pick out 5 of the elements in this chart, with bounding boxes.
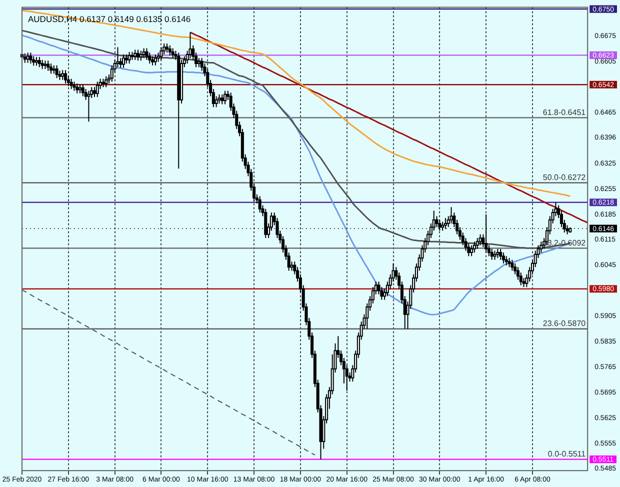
annotation: 61.8-0.6451 <box>542 108 586 117</box>
annotation: 0.0-0.5511 <box>548 450 586 459</box>
annotation: 23.6-0.5870 <box>542 319 586 328</box>
line-series <box>22 289 316 456</box>
annotation: 50.0-0.6272 <box>542 172 586 182</box>
